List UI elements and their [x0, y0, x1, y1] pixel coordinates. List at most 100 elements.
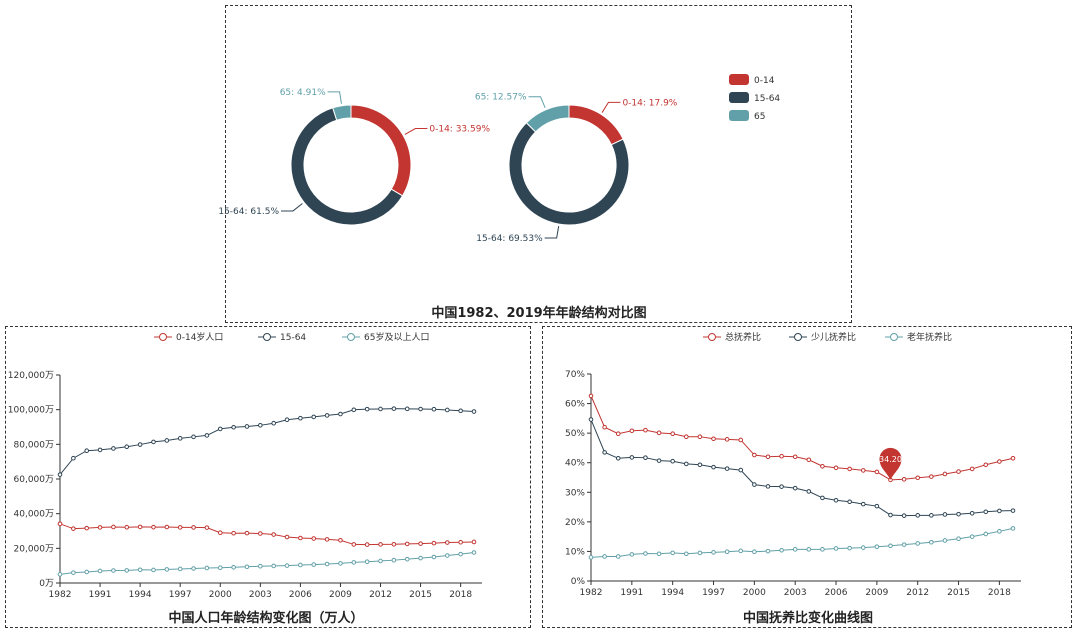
pie-label-line: [528, 96, 546, 108]
x-tick-label: 2009: [865, 588, 888, 598]
x-tick-label: 2015: [947, 588, 970, 598]
data-point: [458, 539, 463, 545]
data-point: [84, 448, 90, 454]
data-point: [391, 406, 397, 411]
y-tick-label: 40%: [565, 459, 585, 469]
data-point: [418, 541, 423, 546]
pin-marker-label: 34.20: [879, 455, 902, 464]
data-point: [71, 570, 76, 575]
data-point: [643, 427, 648, 433]
data-point: [874, 503, 880, 509]
data-point: [71, 526, 76, 531]
data-point: [338, 537, 343, 543]
data-point: [738, 548, 744, 554]
x-tick-label: 1991: [620, 588, 643, 598]
data-point: [670, 458, 675, 464]
data-point: [298, 415, 303, 421]
data-point: [244, 564, 250, 570]
data-point: [111, 568, 116, 573]
x-tick-label: 2003: [784, 588, 807, 598]
data-point: [378, 558, 383, 564]
data-point: [697, 550, 703, 556]
data-point: [364, 559, 370, 565]
data-point: [97, 447, 103, 453]
data-point: [97, 525, 103, 530]
data-point: [833, 465, 839, 471]
x-tick-label: 1994: [661, 588, 684, 598]
data-point: [901, 542, 907, 547]
data-point: [929, 474, 934, 479]
series-line-65岁及以上人口: [59, 551, 475, 575]
y-tick-label: 10%: [565, 547, 585, 557]
data-point: [458, 408, 463, 414]
pie-slice-label: 0-14: 17.9%: [622, 98, 677, 108]
data-point: [711, 436, 716, 442]
y-tick-label: 70%: [565, 370, 585, 380]
data-point: [820, 495, 825, 501]
data-point: [983, 462, 989, 468]
data-point: [444, 540, 450, 545]
pie-slice-label: 15-64: 61.5%: [218, 207, 279, 217]
data-point: [57, 472, 63, 477]
data-point: [915, 541, 921, 546]
data-point: [231, 564, 236, 570]
chart-title: 中国抚养比变化曲线图: [743, 610, 873, 626]
legend-swatch-65: [729, 110, 749, 121]
data-point: [324, 413, 330, 418]
pie-label-line: [280, 203, 303, 212]
data-point: [806, 489, 812, 494]
x-tick-label: 2009: [329, 590, 352, 600]
data-point: [901, 513, 907, 518]
x-tick-label: 1991: [89, 590, 112, 600]
pie-slice-2019-0-14: [568, 104, 624, 146]
data-point: [444, 407, 450, 413]
x-tick-label: 2018: [988, 588, 1011, 598]
y-tick-label: 0万: [39, 579, 54, 589]
data-point: [311, 536, 317, 541]
data-point: [97, 568, 103, 574]
data-point: [602, 424, 607, 430]
y-tick-label: 120,000万: [8, 371, 54, 381]
data-point: [792, 485, 798, 491]
legend-label: 65岁及以上人口: [364, 331, 429, 343]
age-structure-pie-panel: 0-14: 33.59% 15-64: 61.5% 65: 4.91% 0-14: 1…: [218, 5, 852, 323]
max-min-pin-marker: [879, 447, 902, 480]
data-point: [602, 450, 607, 455]
data-point: [874, 544, 880, 549]
data-point: [284, 563, 290, 568]
data-point: [670, 431, 675, 437]
data-point: [298, 562, 303, 568]
data-point: [391, 541, 397, 547]
data-point: [942, 471, 948, 477]
data-point: [217, 565, 223, 571]
data-point: [84, 525, 90, 531]
data-point: [351, 560, 357, 565]
data-point: [588, 417, 594, 422]
chart-title: 中国1982、2019年年龄结构对比图: [431, 305, 646, 321]
x-tick-label: 2000: [209, 590, 232, 600]
data-point: [378, 542, 383, 547]
data-point: [404, 556, 410, 562]
data-point: [656, 458, 662, 463]
legend-marker-65岁及以上人口: [347, 333, 355, 341]
data-point: [204, 525, 210, 530]
data-point: [391, 557, 397, 563]
data-point: [779, 484, 784, 489]
data-point: [629, 455, 635, 460]
data-point: [806, 547, 812, 552]
dependency-line-panel: 0% 10% 20% 30% 40% 50% 60% 70% 1982 1991 1994 1997 2…: [542, 326, 1072, 628]
data-point: [929, 539, 934, 545]
legend-marker-老年抚养比: [890, 333, 898, 341]
data-point: [111, 524, 116, 530]
data-point: [471, 550, 477, 555]
data-point: [724, 466, 730, 471]
data-point: [792, 454, 798, 460]
y-tick-label: 20,000万: [14, 544, 55, 554]
data-point: [752, 452, 757, 458]
data-point: [217, 426, 223, 432]
data-point: [271, 532, 276, 537]
data-point: [711, 464, 716, 470]
legend-label: 少儿抚养比: [811, 331, 856, 343]
data-point: [860, 501, 866, 507]
y-tick-label: 50%: [565, 429, 585, 439]
